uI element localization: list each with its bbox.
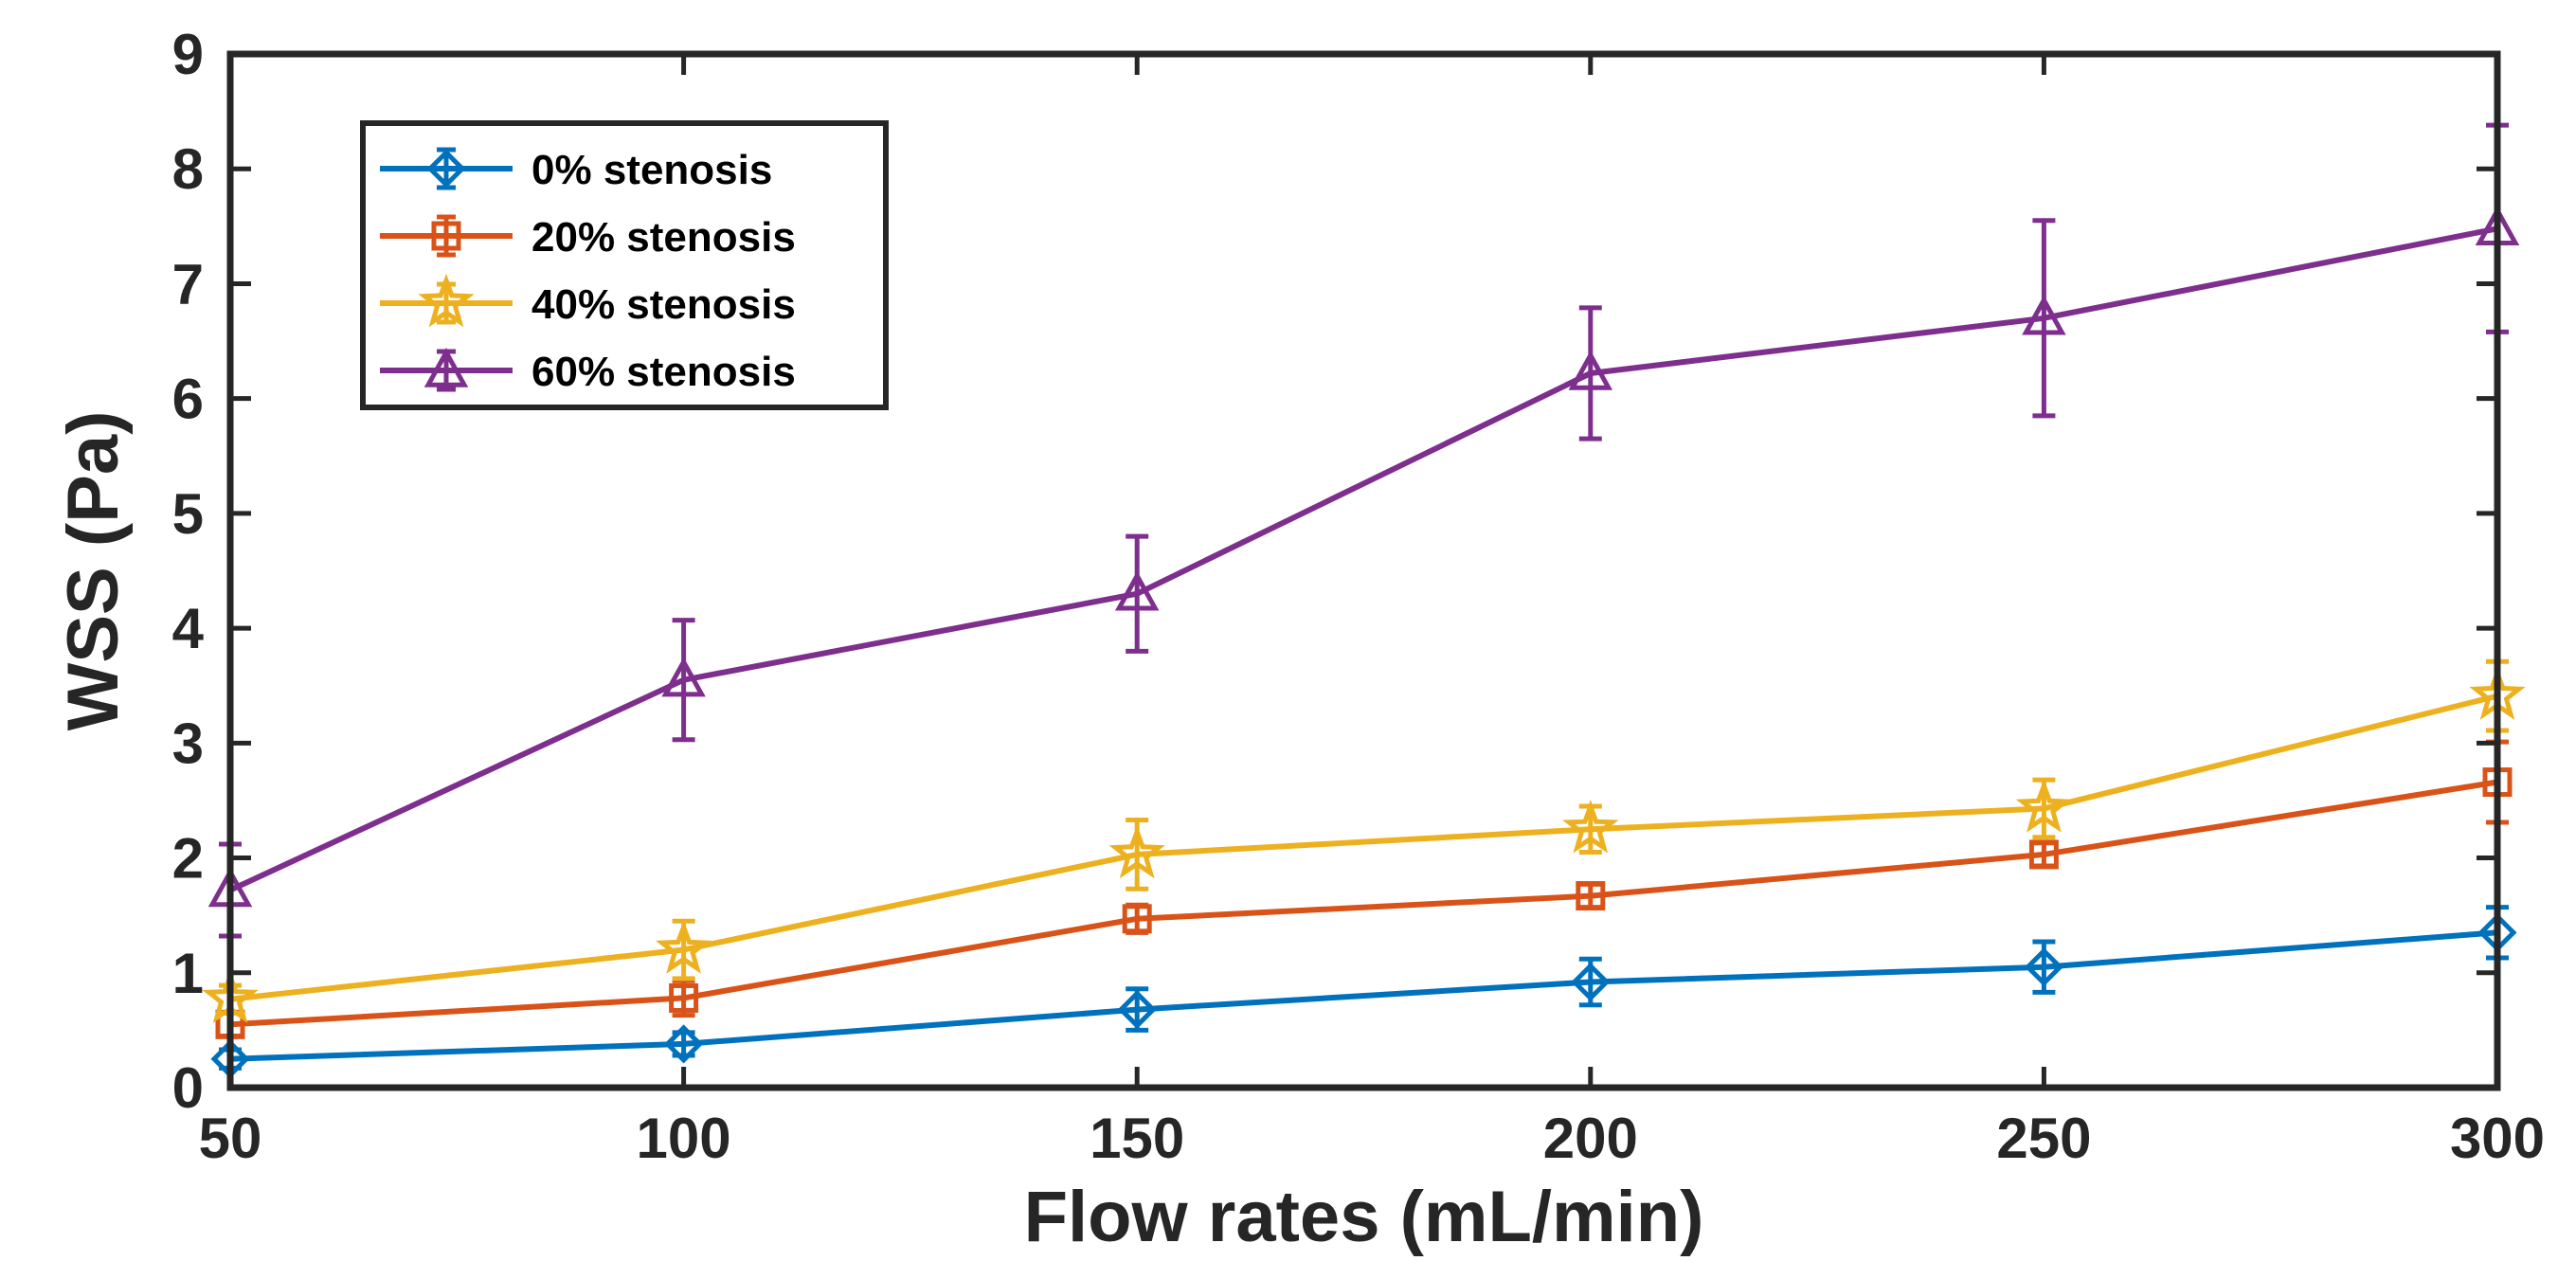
- x-tick-label: 300: [2450, 1107, 2545, 1170]
- x-tick-label: 50: [199, 1107, 262, 1170]
- data-point: [655, 920, 712, 974]
- axes-layer: 50 100 150 200 250 300 0 1 2 3 4 5 6 7 8 9: [172, 23, 2545, 1170]
- legend-item: 0% stenosis: [380, 147, 772, 193]
- y-tick-label: 7: [172, 252, 204, 315]
- series-line: [229, 929, 2498, 1062]
- x-tick-label: 250: [1996, 1107, 2091, 1170]
- series-line: [229, 779, 2498, 1028]
- data-point: [1576, 881, 1606, 911]
- x-tick-label: 150: [1090, 1107, 1184, 1170]
- x-axis-title: Flow rates (mL/min): [1024, 1177, 1704, 1257]
- legend-item: 40% stenosis: [380, 273, 796, 328]
- legend-marker: [423, 347, 469, 387]
- y-tick-label: 3: [172, 712, 204, 775]
- data-point: [2024, 947, 2063, 987]
- series-layer: [202, 122, 2526, 1079]
- y-tick-label: 4: [172, 597, 205, 660]
- legend-item: 20% stenosis: [380, 214, 796, 261]
- y-tick-label: 6: [172, 368, 204, 431]
- x-tick-label: 100: [637, 1107, 731, 1170]
- legend-label: 40% stenosis: [531, 281, 796, 328]
- data-point: [1568, 350, 1613, 390]
- y-tick-label: 2: [172, 827, 204, 891]
- y-tick-label: 8: [172, 137, 204, 201]
- data-point: [1562, 800, 1619, 854]
- series-0: [210, 905, 2517, 1079]
- plot-area-frame: [226, 50, 2501, 1091]
- legend-marker: [431, 221, 461, 251]
- data-point: [1571, 962, 1611, 1002]
- legend-marker: [426, 149, 466, 189]
- data-point: [1108, 824, 1165, 879]
- data-point: [669, 982, 699, 1013]
- y-tick-label: 5: [172, 482, 204, 546]
- data-point: [1114, 570, 1160, 611]
- data-point: [661, 657, 706, 697]
- x-tick-label: 200: [1543, 1107, 1638, 1170]
- data-point: [2028, 839, 2059, 870]
- legend-label: 60% stenosis: [531, 349, 796, 395]
- data-point: [1117, 990, 1157, 1030]
- y-tick-label: 0: [172, 1056, 204, 1120]
- legend-marker: [418, 273, 475, 328]
- legend-item: 60% stenosis: [380, 347, 796, 395]
- data-point: [2015, 779, 2073, 833]
- legend-label: 20% stenosis: [531, 214, 796, 261]
- data-point: [1122, 904, 1152, 934]
- data-point: [2022, 295, 2066, 335]
- series-line: [228, 225, 2498, 893]
- legend-label: 0% stenosis: [531, 147, 772, 193]
- y-tick-label: 9: [172, 23, 204, 86]
- legend: 0% stenosis 20% stenosis 40% stenosis 60% s…: [360, 120, 889, 410]
- series-1: [215, 739, 2513, 1039]
- series-2: [202, 658, 2526, 1023]
- y-axis-title: WSS (Pa): [53, 411, 134, 731]
- data-point: [664, 1024, 704, 1064]
- y-tick-label: 1: [172, 942, 204, 1005]
- series-line: [229, 693, 2498, 1002]
